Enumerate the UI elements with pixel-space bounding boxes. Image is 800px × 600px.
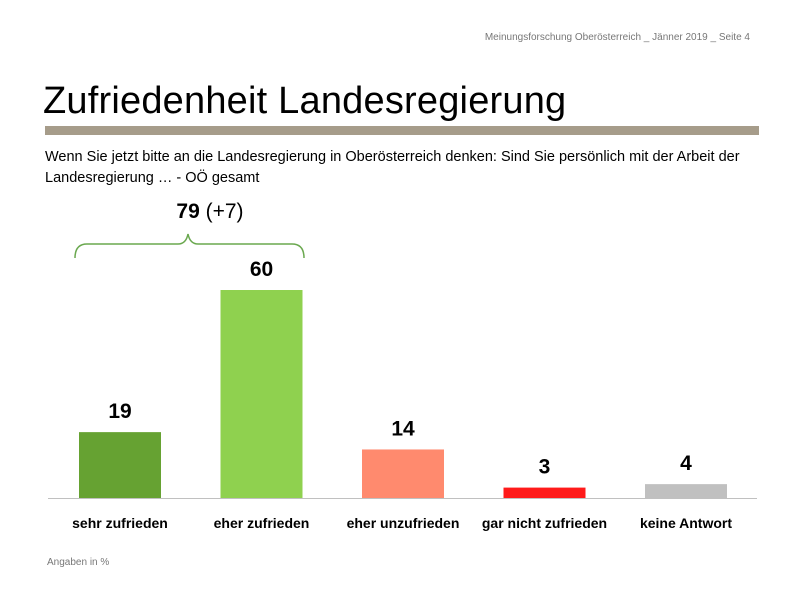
bracket-summary-change: (+7) [205, 200, 244, 223]
category-label: gar nicht zufrieden [482, 515, 607, 531]
title-divider [45, 126, 759, 135]
bracket-summary-value: 79 [176, 200, 200, 223]
bracket-summary: 79 (+7) [130, 200, 290, 224]
page-title: Zufriedenheit Landesregierung [43, 80, 567, 122]
bar-value-label: 14 [391, 417, 415, 440]
bar-eher-unzufrieden [362, 449, 444, 498]
category-label: sehr zufrieden [72, 515, 168, 531]
labels-group: 19 sehr zufrieden 60 eher zufrieden 14 eher u… [72, 258, 732, 531]
survey-question: Wenn Sie jetzt bitte an die Landesregier… [45, 149, 740, 186]
source-header: Meinungsforschung Oberösterreich _ Jänne… [484, 32, 750, 43]
bar-value-label: 60 [250, 258, 273, 281]
bar-value-label: 4 [680, 452, 692, 475]
footnote: Angaben in % [47, 557, 110, 568]
bars-group [79, 290, 727, 498]
bracket-brace [74, 233, 305, 259]
bar-eher-zufrieden [220, 290, 303, 498]
bar-sehr-zufrieden [79, 432, 161, 498]
category-label: keine Antwort [640, 515, 732, 531]
bar-gar-nicht-zufrieden [503, 487, 586, 498]
bar-value-label: 3 [539, 456, 551, 479]
bar-value-label: 19 [108, 400, 131, 423]
bar-keine-Antwort [645, 484, 727, 498]
category-label: eher zufrieden [214, 515, 310, 531]
category-label: eher unzufrieden [347, 515, 460, 531]
